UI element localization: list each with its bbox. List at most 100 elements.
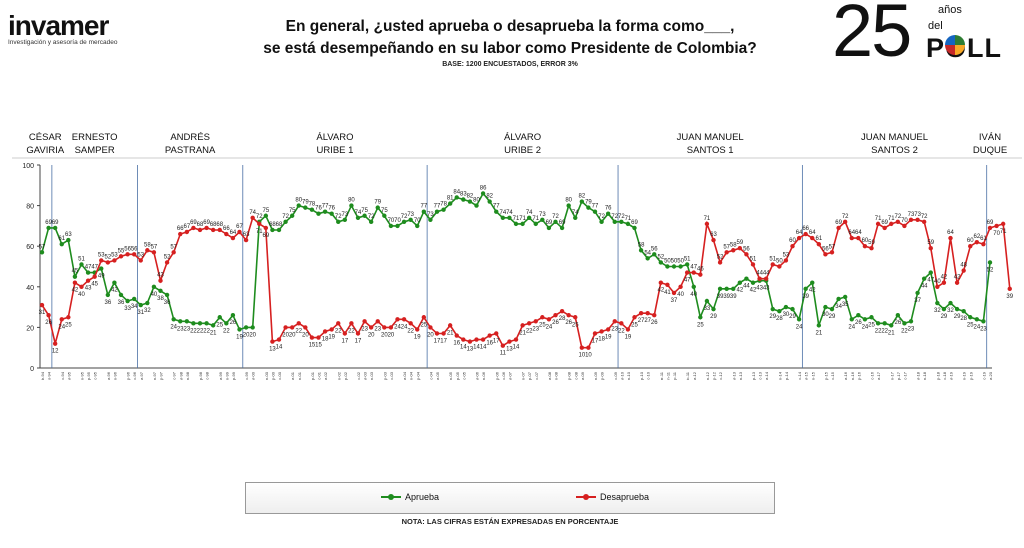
data-label: 53 xyxy=(111,252,118,258)
y-tick-label: 20 xyxy=(26,325,34,332)
period-label: ÁLVARO xyxy=(316,132,353,143)
x-tick-label: Mar-15 xyxy=(804,371,809,380)
data-point xyxy=(823,252,828,257)
data-point xyxy=(72,274,78,279)
title-line-2: se está desempeñando en su labor como Pr… xyxy=(263,40,757,57)
data-point xyxy=(355,331,361,336)
data-point xyxy=(39,302,45,308)
period-label: IVÁN xyxy=(979,132,1001,143)
data-label: 57 xyxy=(723,244,730,250)
data-label: 68 xyxy=(197,222,204,228)
data-label: 72 xyxy=(894,214,901,220)
data-point xyxy=(434,331,440,336)
data-label: 45 xyxy=(91,282,98,288)
x-tick-label: Dic-13 xyxy=(758,371,763,380)
data-label: 22 xyxy=(618,328,625,334)
data-label: 84 xyxy=(453,189,460,195)
data-point xyxy=(322,209,328,214)
data-label: 50 xyxy=(677,259,684,265)
data-point xyxy=(750,262,756,267)
data-label: 78 xyxy=(440,202,447,208)
data-point xyxy=(803,286,808,292)
data-point xyxy=(421,209,427,214)
x-tick-label: Sep-15 xyxy=(823,371,828,380)
data-point xyxy=(810,235,815,241)
data-label: 24 xyxy=(546,324,553,330)
data-point xyxy=(85,270,91,275)
data-point xyxy=(362,319,367,324)
data-label: 22 xyxy=(348,328,355,334)
data-point xyxy=(981,241,986,247)
data-label: 17 xyxy=(440,338,447,344)
y-tick-label: 40 xyxy=(26,285,34,292)
data-label: 47 xyxy=(927,278,934,284)
data-point xyxy=(711,306,716,312)
x-tick-label: Mar-95 xyxy=(66,371,71,380)
pie-icon xyxy=(945,35,965,55)
data-label: 39 xyxy=(1006,294,1013,300)
period-label: URIBE 1 xyxy=(316,145,353,156)
data-label: 37 xyxy=(671,298,678,304)
data-label: 26 xyxy=(45,320,52,326)
data-point xyxy=(105,292,111,298)
data-label: 73 xyxy=(407,212,414,218)
x-tick-label: Jun-12 xyxy=(705,371,710,380)
data-label: 72 xyxy=(842,214,849,220)
data-point xyxy=(250,325,255,330)
x-tick-label: Mar-18 xyxy=(916,371,921,380)
badge-del: del xyxy=(928,20,943,32)
chart-title: En general, ¿usted aprueba o desaprueba … xyxy=(200,16,820,60)
data-point xyxy=(974,317,980,322)
data-label: 75 xyxy=(381,208,388,214)
data-label: 64 xyxy=(796,230,803,236)
data-point xyxy=(105,260,111,265)
data-label: 79 xyxy=(374,200,381,206)
data-point xyxy=(230,235,236,241)
data-point xyxy=(704,298,710,304)
data-label: 59 xyxy=(736,240,743,246)
data-point xyxy=(553,313,558,318)
data-label: 21 xyxy=(519,330,526,336)
x-tick-label: Sep-00 xyxy=(270,371,275,380)
data-point xyxy=(99,258,104,263)
data-point xyxy=(981,319,986,324)
data-point xyxy=(401,317,407,322)
data-label: 68 xyxy=(216,222,223,228)
data-point xyxy=(145,248,150,253)
data-label: 68 xyxy=(210,222,217,228)
period-label: SANTOS 1 xyxy=(687,145,734,156)
data-label: 60 xyxy=(967,238,974,244)
data-point xyxy=(118,254,124,259)
data-point xyxy=(270,339,275,344)
data-label: 47 xyxy=(91,265,98,271)
data-point xyxy=(856,235,861,241)
data-point xyxy=(217,227,222,233)
data-point xyxy=(461,197,466,202)
data-point xyxy=(151,284,157,289)
data-point xyxy=(1000,221,1006,227)
data-label: 83 xyxy=(460,192,467,198)
data-point xyxy=(520,221,525,227)
data-point xyxy=(178,319,183,324)
data-point xyxy=(573,315,578,320)
x-tick-label: Jun-15 xyxy=(810,371,815,380)
data-label: 70 xyxy=(901,218,908,224)
data-label: 43 xyxy=(756,286,763,292)
data-point xyxy=(513,221,519,227)
data-label: 70 xyxy=(993,231,1000,237)
x-tick-label: Ago-94 xyxy=(47,371,52,380)
data-label: 17 xyxy=(341,338,348,344)
data-point xyxy=(520,323,525,328)
data-label: 74 xyxy=(499,210,506,216)
data-label: 14 xyxy=(473,345,480,351)
data-label: 14 xyxy=(276,345,283,351)
data-point xyxy=(171,250,176,255)
x-tick-label: Sep-01 xyxy=(310,371,315,380)
data-label: 42 xyxy=(111,288,118,294)
data-label: 10 xyxy=(585,353,592,359)
data-label: 63 xyxy=(243,232,250,238)
data-point xyxy=(408,217,413,223)
data-label: 42 xyxy=(809,288,816,294)
data-point xyxy=(395,223,400,229)
data-point xyxy=(39,250,45,255)
